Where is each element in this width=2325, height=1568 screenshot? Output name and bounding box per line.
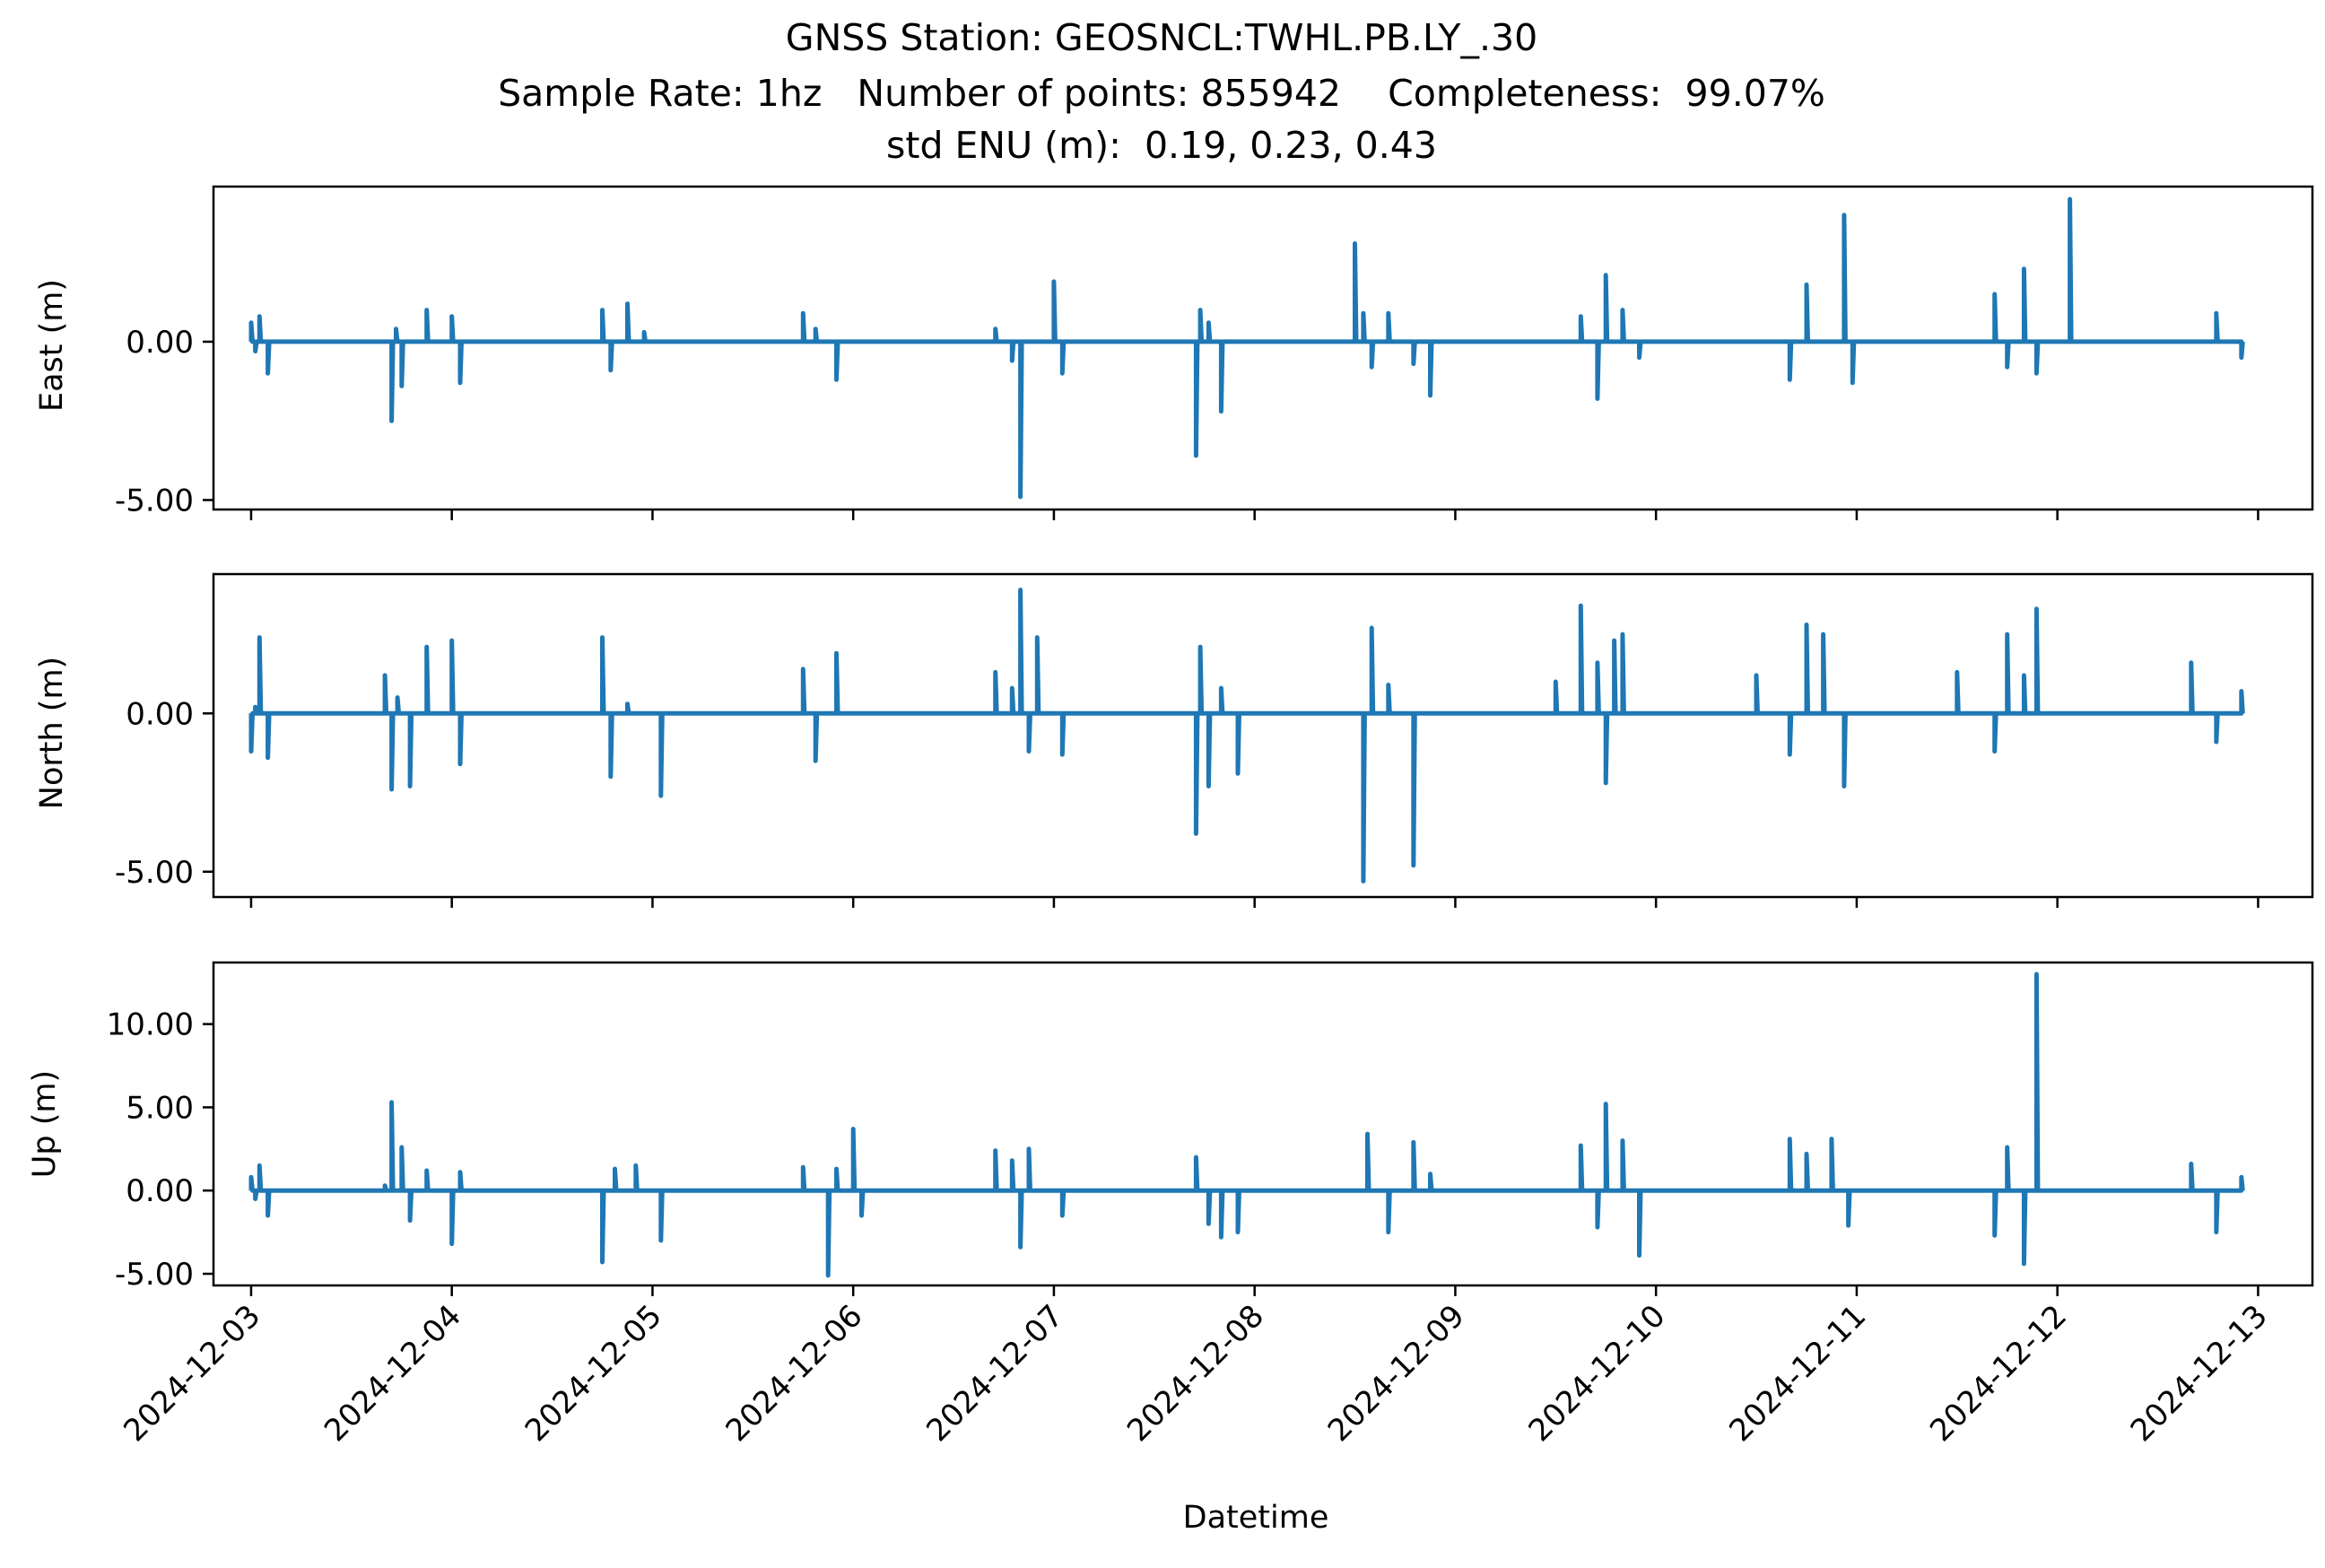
xtick-label: 2024-12-03 [117, 1298, 267, 1449]
xtick-label: 2024-12-07 [919, 1298, 1070, 1449]
xtick-label: 2024-12-05 [518, 1298, 669, 1449]
up-ytick-label: 10.00 [107, 1007, 194, 1043]
north-ytick-label: 0.00 [126, 696, 194, 732]
east-ytick-label: 0.00 [126, 325, 194, 361]
east-ytick-label: -5.00 [115, 483, 194, 518]
up-ytick-label: -5.00 [115, 1257, 194, 1293]
up-axes-frame [212, 961, 2314, 1287]
xtick-label: 2024-12-13 [2124, 1298, 2275, 1449]
xtick-label: 2024-12-11 [1722, 1298, 1873, 1449]
panel-east: -5.00 0.00 [115, 185, 2314, 520]
north-series-line [248, 588, 2245, 884]
xtick-label: 2024-12-12 [1923, 1298, 2074, 1449]
xtick-label: 2024-12-09 [1321, 1298, 1472, 1449]
chart-subtitle-line-1: Sample Rate: 1hz Number of points: 85594… [498, 72, 1825, 115]
x-axis-label: Datetime [1182, 1500, 1329, 1536]
xtick-label: 2024-12-10 [1522, 1298, 1673, 1449]
north-ytick-label: -5.00 [115, 855, 194, 891]
east-axes-frame [212, 185, 2314, 511]
chart-subtitle-line-2: std ENU (m): 0.19, 0.23, 0.43 [886, 124, 1437, 167]
east-series-line [248, 196, 2245, 500]
north-axes-frame [212, 572, 2314, 899]
chart-title: GNSS Station: GEOSNCL:TWHL.PB.LY_.30 [785, 16, 1538, 59]
up-ytick-label: 5.00 [126, 1090, 194, 1126]
up-ytick-label: 0.00 [126, 1173, 194, 1209]
xtick-label: 2024-12-06 [719, 1298, 870, 1449]
up-series-line [248, 971, 2245, 1278]
panel-north: -5.00 0.00 [115, 572, 2314, 908]
xtick-label: 2024-12-04 [318, 1298, 468, 1449]
panel-up: -5.00 0.00 5.00 10.00 2024-12-03 2024-12-04 20… [107, 961, 2314, 1449]
xtick-label: 2024-12-08 [1120, 1298, 1271, 1449]
